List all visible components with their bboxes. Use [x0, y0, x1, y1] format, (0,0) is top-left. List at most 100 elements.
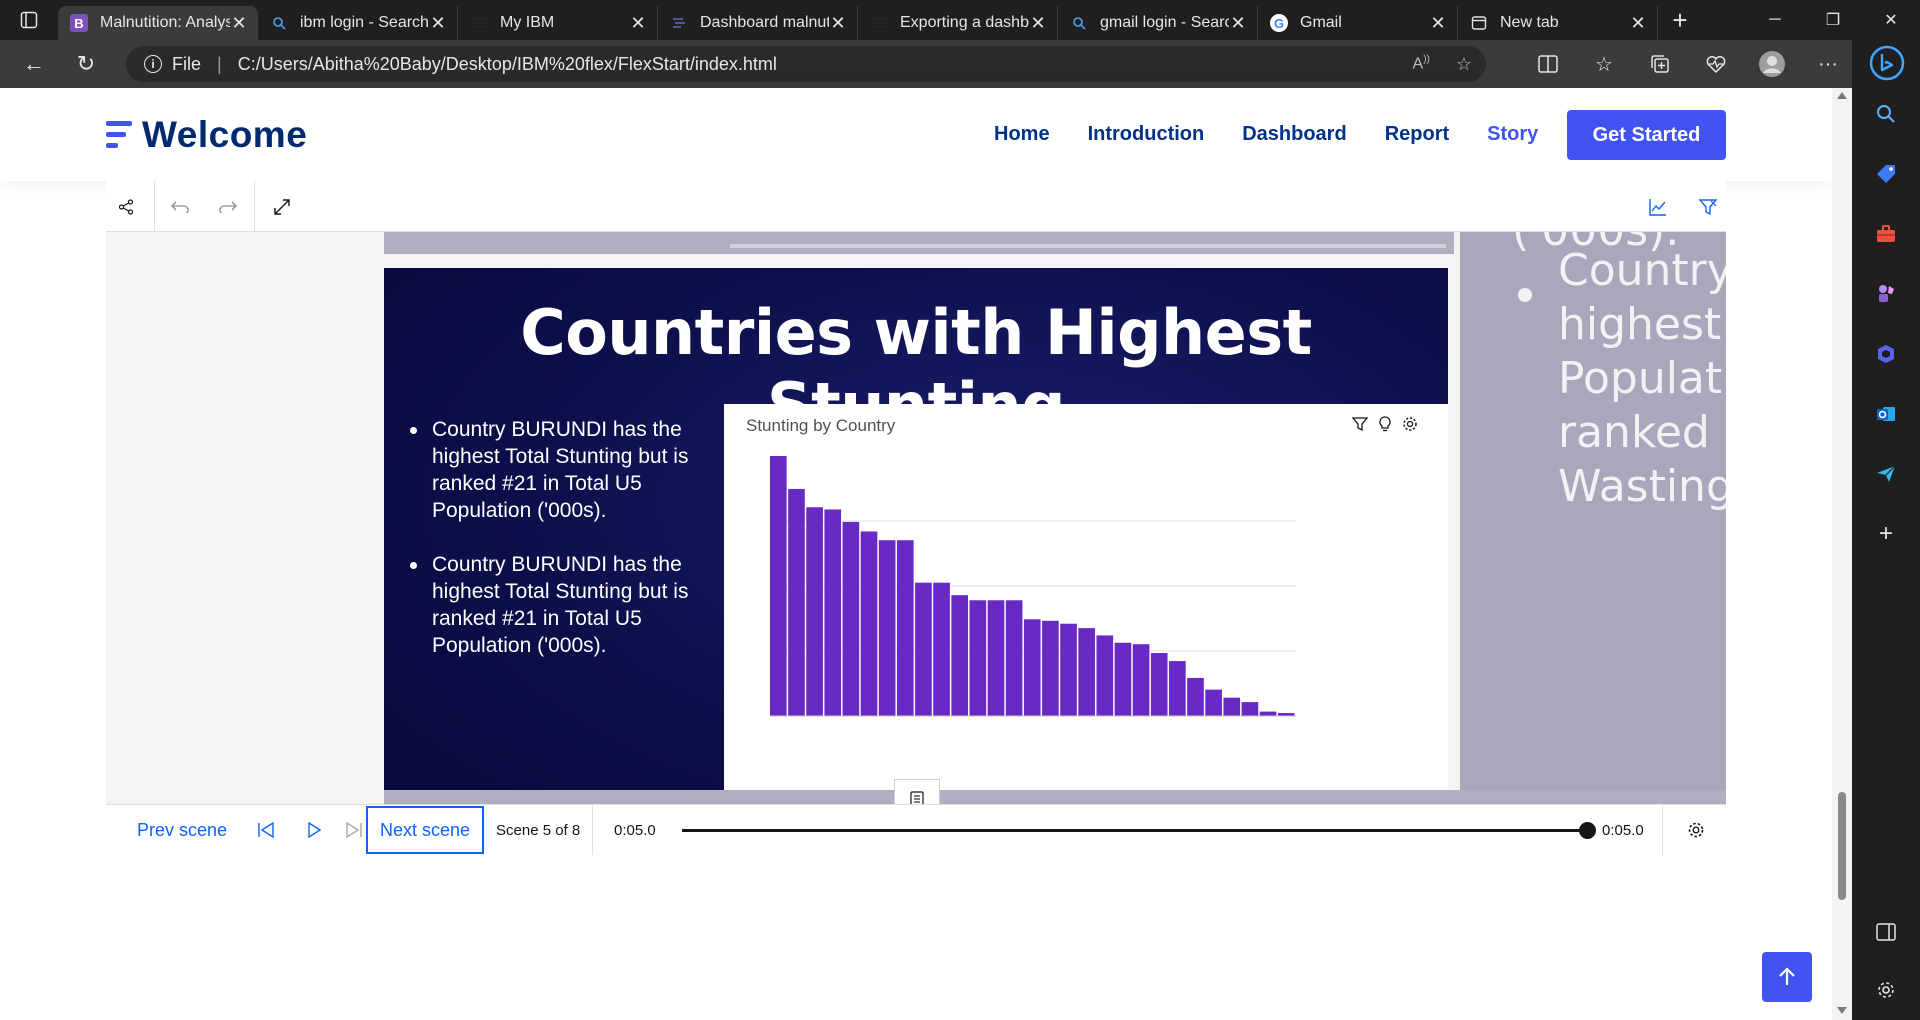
sidebar-shopping-button[interactable] — [1866, 154, 1906, 194]
close-tab-icon[interactable]: ✕ — [231, 12, 247, 33]
notes-button[interactable] — [894, 779, 940, 804]
sidebar-settings-button[interactable] — [1866, 970, 1906, 1010]
scroll-up-arrow-icon[interactable] — [1837, 92, 1847, 99]
stunting-chart-card[interactable]: Stunting by Country — [724, 404, 1448, 804]
scroll-down-arrow-icon[interactable] — [1837, 1007, 1847, 1014]
chart-bar[interactable] — [1277, 713, 1295, 716]
player-settings-button[interactable] — [1668, 805, 1724, 855]
favorite-star-icon[interactable]: ☆ — [1455, 53, 1472, 74]
share-button[interactable] — [106, 181, 146, 232]
chart-bar[interactable] — [1205, 689, 1222, 716]
timeline-scrubber[interactable] — [1579, 822, 1596, 839]
skip-forward-button[interactable] — [342, 805, 366, 855]
chart-bar[interactable] — [788, 488, 805, 716]
back-button[interactable]: ← — [8, 40, 60, 88]
chart-bar[interactable] — [915, 582, 932, 716]
chart-bar[interactable] — [933, 582, 950, 716]
chart-bar[interactable] — [842, 521, 860, 716]
site-logo[interactable]: Welcome — [106, 110, 307, 160]
read-aloud-icon[interactable]: A)) — [1412, 54, 1430, 73]
nav-home[interactable]: Home — [994, 123, 1050, 145]
close-tab-icon[interactable]: ✕ — [1030, 12, 1046, 33]
sidebar-games-button[interactable] — [1866, 274, 1906, 314]
nav-introduction[interactable]: Introduction — [1087, 123, 1205, 145]
sidebar-outlook-button[interactable] — [1866, 394, 1906, 434]
sidebar-send-button[interactable] — [1866, 454, 1906, 494]
timeline-track[interactable] — [682, 829, 1586, 832]
chart-bar[interactable] — [1259, 711, 1277, 716]
redo-button[interactable] — [210, 181, 246, 232]
chart-bar[interactable] — [1096, 635, 1114, 716]
tab-new-tab[interactable]: New tab ✕ — [1458, 6, 1658, 40]
chart-bar[interactable] — [1132, 644, 1150, 716]
next-scene-button[interactable]: Next scene — [366, 806, 484, 854]
lightbulb-icon[interactable] — [1378, 416, 1392, 432]
sidebar-tools-button[interactable] — [1866, 214, 1906, 254]
undo-button[interactable] — [162, 181, 198, 232]
close-tab-icon[interactable]: ✕ — [1430, 12, 1446, 33]
tab-gmail-login-search[interactable]: gmail login - Search ✕ — [1058, 6, 1258, 40]
close-tab-icon[interactable]: ✕ — [1230, 12, 1246, 33]
hide-sidebar-button[interactable] — [1866, 912, 1906, 952]
chart-bar[interactable] — [824, 509, 842, 716]
chart-bar[interactable] — [1114, 642, 1132, 716]
minimize-button[interactable]: ─ — [1746, 0, 1804, 40]
back-to-top-button[interactable] — [1762, 952, 1812, 1002]
site-info-icon[interactable]: i — [144, 55, 162, 73]
collections-button[interactable] — [1632, 40, 1688, 88]
browser-essentials-button[interactable] — [1688, 40, 1744, 88]
chart-bar[interactable] — [987, 600, 1005, 716]
refresh-button[interactable]: ↻ — [60, 40, 112, 88]
nav-story[interactable]: Story — [1487, 123, 1539, 145]
favorites-button[interactable]: ☆ — [1576, 40, 1632, 88]
chart-bar[interactable] — [951, 595, 969, 716]
scrollbar-thumb[interactable] — [1838, 792, 1846, 900]
chart-bar[interactable] — [878, 540, 896, 716]
tab-gmail[interactable]: G Gmail ✕ — [1258, 6, 1458, 40]
chart-bar[interactable] — [1060, 623, 1077, 716]
close-tab-icon[interactable]: ✕ — [830, 12, 846, 33]
sidebar-microsoft365-button[interactable] — [1866, 334, 1906, 374]
chart-bar[interactable] — [860, 531, 878, 716]
address-bar[interactable]: i File | C:/Users/Abitha%20Baby/Desktop/… — [126, 46, 1486, 82]
chart-bar[interactable] — [1241, 702, 1259, 716]
chart-bar[interactable] — [896, 540, 914, 716]
nav-dashboard[interactable]: Dashboard — [1242, 123, 1347, 145]
play-button[interactable] — [294, 805, 334, 855]
filters-button[interactable] — [1688, 181, 1728, 232]
tab-my-ibm[interactable]: My IBM ✕ — [458, 6, 658, 40]
chart-bar[interactable] — [806, 507, 823, 716]
sidebar-search-button[interactable] — [1866, 94, 1906, 134]
close-tab-icon[interactable]: ✕ — [430, 12, 446, 33]
tab-dashboard-malnutrition[interactable]: Dashboard malnutrition ✕ — [658, 6, 858, 40]
page-scrollbar[interactable] — [1832, 88, 1852, 1020]
get-started-button[interactable]: Get Started — [1567, 110, 1726, 160]
fullscreen-button[interactable] — [262, 181, 302, 232]
profile-button[interactable] — [1744, 40, 1800, 88]
new-tab-button[interactable]: + — [1658, 0, 1702, 40]
tab-malnutrition[interactable]: B Malnutition: Analysis ✕ — [58, 6, 258, 40]
chart-bar[interactable] — [1150, 653, 1168, 716]
restore-button[interactable]: ❐ — [1804, 0, 1862, 40]
settings-more-button[interactable]: ··· — [1800, 40, 1856, 88]
settings-icon[interactable] — [1402, 416, 1418, 432]
chart-bar[interactable] — [1078, 628, 1095, 716]
split-screen-button[interactable] — [1520, 40, 1576, 88]
chart-bar[interactable] — [1005, 600, 1023, 716]
chart-bar[interactable] — [1042, 620, 1059, 716]
chart-bar[interactable] — [969, 600, 987, 716]
skip-back-button[interactable] — [246, 805, 286, 855]
chart-bar[interactable] — [1169, 661, 1186, 716]
visualizations-button[interactable] — [1638, 181, 1678, 232]
tab-ibm-login-search[interactable]: ibm login - Search ✕ — [258, 6, 458, 40]
tab-exporting-dashboard[interactable]: Exporting a dashboard ✕ — [858, 6, 1058, 40]
chart-bar[interactable] — [770, 456, 787, 716]
filter-icon[interactable] — [1352, 416, 1368, 432]
close-window-button[interactable]: ✕ — [1862, 0, 1920, 40]
tab-actions-button[interactable] — [0, 0, 58, 40]
close-tab-icon[interactable]: ✕ — [630, 12, 646, 33]
chart-bar[interactable] — [1223, 697, 1241, 716]
close-tab-icon[interactable]: ✕ — [1630, 12, 1646, 33]
copilot-button[interactable] — [1866, 40, 1908, 86]
chart-bar[interactable] — [1187, 677, 1204, 716]
